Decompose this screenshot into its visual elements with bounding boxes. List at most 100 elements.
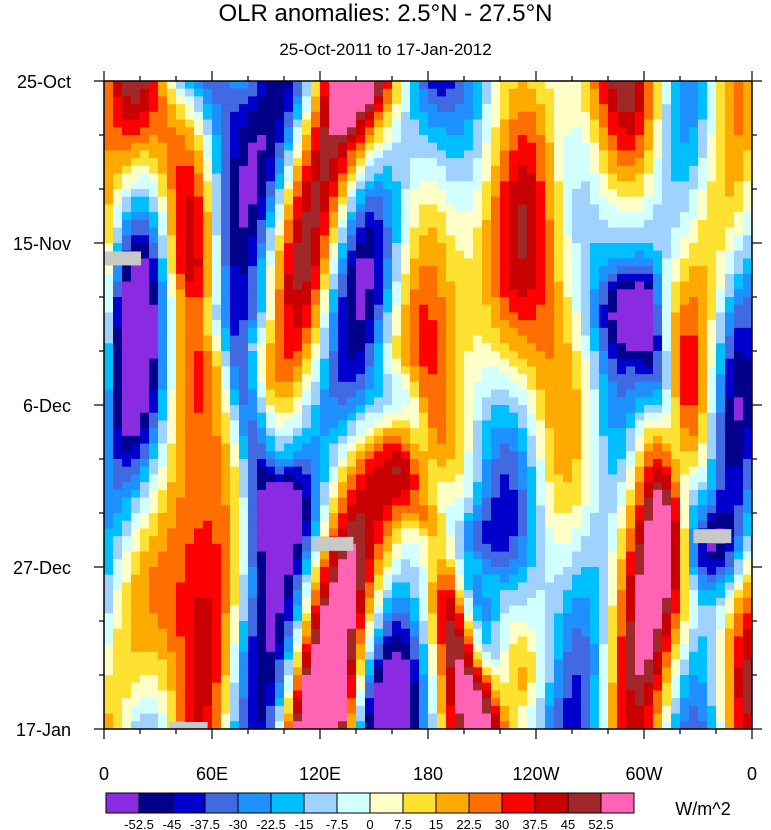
field-cell (212, 497, 222, 506)
field-cell (401, 289, 411, 298)
field-cell (356, 127, 366, 136)
field-cell (509, 482, 519, 491)
field-cell (446, 243, 456, 252)
field-cell (464, 104, 474, 113)
field-cell (347, 227, 357, 236)
field-cell (617, 312, 627, 321)
field-cell (221, 304, 231, 314)
field-cell (473, 482, 483, 491)
field-cell (518, 327, 528, 337)
field-cell (725, 250, 735, 260)
field-cell (536, 381, 546, 391)
field-cell (221, 559, 231, 568)
field-cell (590, 158, 600, 167)
field-cell (545, 443, 555, 452)
field-cell (221, 189, 231, 198)
field-cell (311, 289, 321, 298)
field-cell (563, 459, 573, 468)
field-cell (572, 590, 582, 599)
field-cell (158, 489, 168, 499)
field-cell (266, 266, 276, 275)
field-cell (293, 551, 303, 560)
field-cell (410, 235, 420, 244)
field-cell (527, 258, 537, 267)
field-cell (212, 158, 222, 167)
field-cell (401, 119, 411, 128)
field-cell (545, 551, 555, 560)
field-cell (392, 235, 402, 244)
field-cell (347, 196, 357, 206)
field-cell (446, 142, 456, 152)
field-cell (131, 119, 141, 128)
field-cell (185, 497, 195, 506)
field-cell (401, 505, 411, 514)
field-cell (311, 135, 321, 144)
field-cell (635, 150, 645, 159)
field-cell (176, 574, 186, 584)
field-cell (338, 374, 348, 383)
field-cell (374, 219, 384, 229)
field-cell (158, 189, 168, 198)
field-cell (689, 489, 699, 499)
field-cell (311, 605, 321, 614)
field-cell (734, 189, 744, 198)
field-cell (464, 528, 474, 537)
field-cell (644, 574, 654, 584)
field-cell (671, 351, 681, 360)
field-cell (122, 497, 132, 506)
field-cell (113, 81, 123, 90)
field-cell (734, 559, 744, 568)
field-cell (410, 111, 420, 121)
field-cell (698, 104, 708, 113)
field-cell (185, 405, 195, 414)
field-cell (482, 135, 492, 144)
field-cell (122, 96, 132, 105)
field-cell (347, 343, 357, 352)
field-cell (248, 281, 258, 290)
field-cell (320, 358, 330, 368)
field-cell (230, 582, 240, 591)
field-cell (599, 443, 609, 452)
field-cell (131, 189, 141, 198)
field-cell (221, 520, 231, 530)
field-cell (401, 428, 411, 437)
field-cell (662, 142, 672, 152)
field-cell (635, 281, 645, 290)
field-cell (212, 613, 222, 622)
field-cell (320, 551, 330, 560)
field-cell (518, 258, 528, 267)
field-cell (221, 96, 231, 105)
field-cell (725, 297, 735, 306)
field-cell (626, 582, 636, 591)
field-cell (131, 381, 141, 391)
field-cell (527, 466, 537, 476)
field-cell (707, 412, 717, 422)
field-cell (284, 111, 294, 121)
field-cell (203, 327, 213, 337)
field-cell (743, 397, 752, 406)
field-cell (437, 119, 447, 128)
field-cell (113, 366, 123, 375)
field-cell (599, 266, 609, 275)
field-cell (293, 250, 303, 260)
field-cell (203, 366, 213, 375)
field-cell (554, 243, 564, 252)
field-cell (581, 528, 591, 537)
field-cell (266, 104, 276, 113)
field-cell (401, 281, 411, 290)
field-cell (518, 158, 528, 167)
field-cell (671, 96, 681, 105)
field-cell (689, 250, 699, 260)
field-cell (338, 312, 348, 321)
field-cell (635, 289, 645, 298)
field-cell (527, 428, 537, 437)
field-cell (221, 459, 231, 468)
field-cell (176, 227, 186, 236)
field-cell (230, 590, 240, 599)
field-cell (149, 489, 159, 499)
field-cell (716, 505, 726, 514)
field-cell (167, 366, 177, 375)
field-cell (698, 412, 708, 422)
field-cell (572, 81, 582, 90)
field-cell (644, 266, 654, 275)
